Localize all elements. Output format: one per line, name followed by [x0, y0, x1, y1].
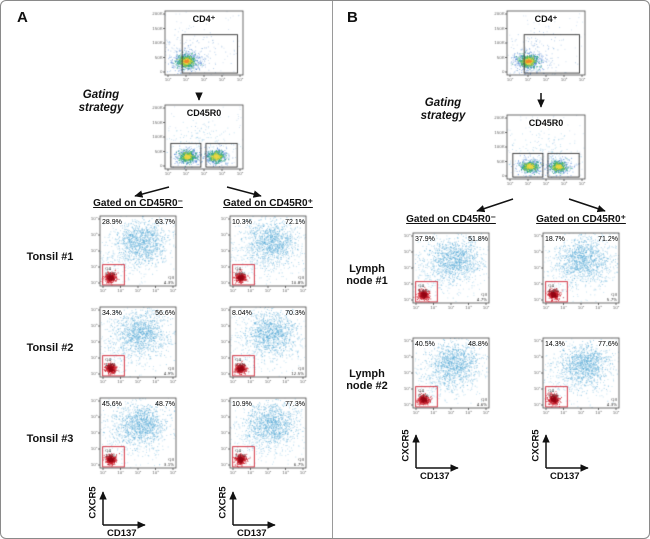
upper-right-percent: 63.7%: [155, 219, 175, 226]
flow-plot-a-row3-left: 45.6% 48.7%: [86, 396, 178, 484]
column-header-cd45r0-pos-a: Gated on CD45R0⁺: [223, 198, 313, 209]
scatter-plot-canvas: [86, 396, 178, 484]
scatter-plot-canvas: [399, 231, 491, 319]
column-header-cd45r0-neg-a: Gated on CD45R0⁻: [93, 198, 183, 209]
flow-plot-a-row3-right: 10.9% 77.3%: [216, 396, 308, 484]
upper-right-percent: 70.3%: [285, 310, 305, 317]
flow-plot-a-row1-right: 10.3% 72.1%: [216, 214, 308, 302]
row-label-lymph-node-1: Lymph node #1: [346, 263, 388, 287]
scatter-plot-canvas: [529, 231, 621, 319]
row-label-tonsil-1: Tonsil #1: [26, 251, 74, 263]
column-header-cd45r0-neg-b: Gated on CD45R0⁻: [406, 214, 496, 225]
gating-plot-cd45r0-a: CD45R0: [151, 103, 247, 185]
upper-right-percent: 51.8%: [468, 236, 488, 243]
y-axis-label: CXCR5: [530, 429, 542, 462]
flow-plot-b-row1-left: 37.9% 51.8%: [399, 231, 491, 319]
scatter-plot-canvas: [493, 9, 589, 91]
gating-strategy-label-b: Gating strategy: [420, 97, 466, 122]
x-axis-label: CD137: [420, 471, 450, 482]
row-label-lymph-node-2: Lymph node #2: [346, 368, 388, 392]
upper-right-percent: 48.8%: [468, 341, 488, 348]
upper-left-percent: 37.9%: [415, 236, 435, 243]
gate-title: CD45R0: [186, 108, 222, 118]
flow-plot-a-row1-left: 28.9% 63.7%: [86, 214, 178, 302]
gating-strategy-label-a: Gating strategy: [78, 89, 124, 114]
upper-left-percent: 34.3%: [102, 310, 122, 317]
upper-left-percent: 10.9%: [232, 401, 252, 408]
gating-plot-cd4-b: CD4⁺: [493, 9, 589, 91]
gating-plot-cd4-a: CD4⁺: [151, 9, 247, 91]
column-header-cd45r0-pos-b: Gated on CD45R0⁺: [536, 214, 626, 225]
upper-left-percent: 28.9%: [102, 219, 122, 226]
flow-plot-b-row2-right: 14.3% 77.6%: [529, 336, 621, 424]
row-label-tonsil-2: Tonsil #2: [26, 342, 74, 354]
upper-left-percent: 10.3%: [232, 219, 252, 226]
upper-left-percent: 45.6%: [102, 401, 122, 408]
upper-left-percent: 18.7%: [545, 236, 565, 243]
axis-arrow-icon: [412, 434, 459, 472]
scatter-plot-canvas: [86, 214, 178, 302]
row-label-tonsil-3: Tonsil #3: [26, 433, 74, 445]
panel-a-label: A: [17, 9, 28, 26]
upper-left-percent: 8.04%: [232, 310, 252, 317]
scatter-plot-canvas: [216, 214, 308, 302]
axis-arrow-icon: [99, 491, 146, 529]
scatter-plot-canvas: [216, 305, 308, 393]
panel-b-label: B: [347, 9, 358, 26]
x-axis-label: CD137: [550, 471, 580, 482]
flow-plot-a-row2-right: 8.04% 70.3%: [216, 305, 308, 393]
gate-title: CD4⁺: [192, 14, 216, 24]
panel-divider: [332, 1, 333, 538]
flow-plot-b-row2-left: 40.5% 48.8%: [399, 336, 491, 424]
flow-plot-b-row1-right: 18.7% 71.2%: [529, 231, 621, 319]
y-axis-label: CXCR5: [400, 429, 412, 462]
gate-title: CD4⁺: [534, 14, 558, 24]
x-axis-label: CD137: [107, 528, 137, 539]
scatter-plot-canvas: [493, 113, 589, 195]
upper-left-percent: 14.3%: [545, 341, 565, 348]
axis-labels-a-left: CXCR5 CD137: [87, 485, 167, 539]
upper-right-percent: 77.3%: [285, 401, 305, 408]
y-axis-label: CXCR5: [217, 486, 229, 519]
gate-title: CD45R0: [528, 118, 564, 128]
axis-arrow-icon: [542, 434, 589, 472]
scatter-plot-canvas: [216, 396, 308, 484]
upper-right-percent: 48.7%: [155, 401, 175, 408]
upper-right-percent: 71.2%: [598, 236, 618, 243]
axis-labels-a-right: CXCR5 CD137: [217, 485, 297, 539]
upper-right-percent: 72.1%: [285, 219, 305, 226]
axis-labels-b-right: CXCR5 CD137: [530, 428, 610, 482]
gating-plot-cd45r0-b: CD45R0: [493, 113, 589, 195]
flow-plot-a-row2-left: 34.3% 56.6%: [86, 305, 178, 393]
scatter-plot-canvas: [151, 103, 247, 185]
scatter-plot-canvas: [529, 336, 621, 424]
x-axis-label: CD137: [237, 528, 267, 539]
y-axis-label: CXCR5: [87, 486, 99, 519]
upper-right-percent: 56.6%: [155, 310, 175, 317]
upper-right-percent: 77.6%: [598, 341, 618, 348]
scatter-plot-canvas: [399, 336, 491, 424]
upper-left-percent: 40.5%: [415, 341, 435, 348]
scatter-plot-canvas: [151, 9, 247, 91]
axis-arrow-icon: [229, 491, 276, 529]
axis-labels-b-left: CXCR5 CD137: [400, 428, 480, 482]
scatter-plot-canvas: [86, 305, 178, 393]
